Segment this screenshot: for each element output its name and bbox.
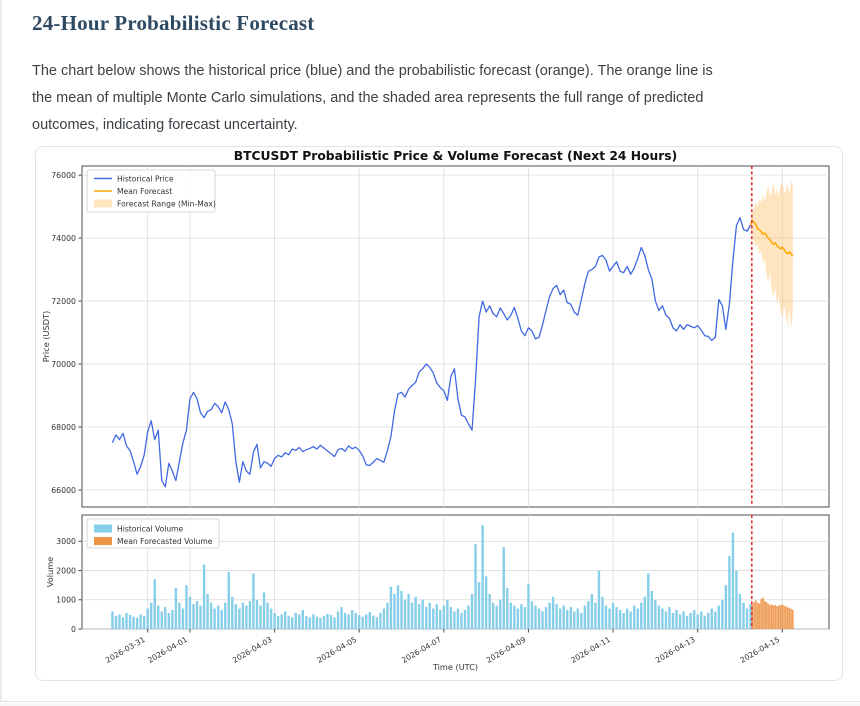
svg-text:2026-04-11: 2026-04-11 [569,635,612,665]
svg-text:Historical Price: Historical Price [117,174,174,183]
description-line: outcomes, indicating forecast uncertaint… [32,117,298,133]
historical-price-line [111,216,752,488]
forecast-volume-bars [751,597,794,629]
forecast-figure: 66000 68000 70000 72000 74000 76000 0 1000 2000 3… [41,149,830,672]
page-footer-strip [0,703,860,706]
svg-text:0: 0 [71,625,76,634]
price-axes [81,165,830,508]
svg-text:70000: 70000 [51,360,76,369]
description-line: the mean of multiple Monte Carlo simulat… [32,90,704,106]
svg-text:Mean Forecasted Volume: Mean Forecasted Volume [117,537,213,546]
svg-text:2026-04-13: 2026-04-13 [654,635,697,665]
svg-text:2026-04-05: 2026-04-05 [315,635,358,665]
svg-text:2000: 2000 [56,566,76,575]
svg-text:66000: 66000 [51,486,76,495]
chart-title: BTCUSDT Probabilistic Price & Volume For… [234,149,678,163]
volume-axis-title: Volume [45,557,55,587]
volume-legend: Historical Volume Mean Forecasted Volume [86,518,220,549]
svg-text:2026-03-31: 2026-03-31 [104,635,147,665]
page-heading: 24-Hour Probabilistic Forecast [32,11,315,35]
price-legend: Historical Price Mean Forecast Forecast Ra… [86,169,216,213]
svg-text:68000: 68000 [51,423,76,432]
svg-text:3000: 3000 [56,537,76,546]
svg-text:Historical Volume: Historical Volume [117,525,184,534]
svg-text:74000: 74000 [51,234,76,243]
page-description: The chart below shows the historical pri… [32,58,792,139]
svg-text:2026-04-07: 2026-04-07 [400,635,443,665]
x-axis-title: Time (UTC) [432,662,478,672]
svg-text:1000: 1000 [56,596,76,605]
chart-card: 66000 68000 70000 72000 74000 76000 0 1000 2000 3… [35,146,843,681]
svg-text:2026-04-03: 2026-04-03 [231,635,274,665]
mean-forecast-line [749,219,794,257]
svg-text:2026-04-09: 2026-04-09 [485,635,528,665]
svg-text:Mean Forecast: Mean Forecast [117,187,172,196]
historical-volume-bars [111,525,752,629]
volume-ytick-labels: 0 1000 2000 3000 [56,537,82,634]
forecast-range-band [750,180,793,331]
description-line: The chart below shows the historical pri… [32,63,713,79]
price-ytick-labels: 66000 68000 70000 72000 74000 76000 [51,171,82,495]
price-axis-title: Price (USDT) [41,311,51,362]
svg-text:72000: 72000 [51,297,76,306]
svg-text:2026-04-01: 2026-04-01 [146,635,189,665]
svg-text:Forecast Range (Min-Max): Forecast Range (Min-Max) [117,199,216,208]
svg-text:2026-04-15: 2026-04-15 [739,635,782,665]
x-axis-labels: 2026-03-31 2026-04-01 2026-04-03 2026-04-05… [104,629,783,665]
svg-text:76000: 76000 [51,171,76,180]
